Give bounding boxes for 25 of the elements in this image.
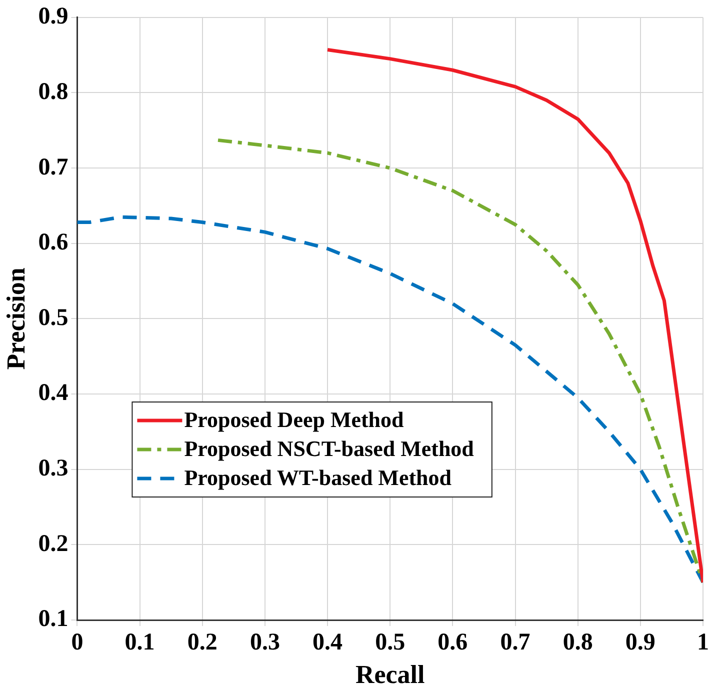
y-tick-label: 0.9 xyxy=(38,4,68,30)
x-tick-label: 0.6 xyxy=(438,630,468,656)
y-tick-label: 0.4 xyxy=(38,380,68,406)
legend-label: Proposed Deep Method xyxy=(184,407,404,432)
x-tick-label: 0.2 xyxy=(187,630,218,656)
y-axis-title: Precision xyxy=(1,267,30,370)
y-tick-label: 0.2 xyxy=(38,530,68,557)
y-tick-label: 0.1 xyxy=(38,606,68,632)
x-tick-label: 0.3 xyxy=(250,630,280,656)
x-tick-label: 0.9 xyxy=(625,630,656,656)
y-tick-label: 0.3 xyxy=(38,456,68,482)
y-tick-label: 0.8 xyxy=(38,78,68,105)
x-tick-label: 1 xyxy=(697,630,709,656)
x-tick-label: 0.4 xyxy=(312,630,343,656)
legend-label: Proposed WT-based Method xyxy=(184,465,452,490)
legend-label: Proposed NSCT-based Method xyxy=(184,436,474,462)
y-tick-label: 0.6 xyxy=(38,230,68,256)
x-tick-label: 0 xyxy=(71,630,84,656)
x-tick-label: 0.5 xyxy=(375,630,406,656)
x-axis-title: Recall xyxy=(355,660,425,690)
y-tick-label: 0.5 xyxy=(38,304,68,331)
x-tick-label: 0.7 xyxy=(500,630,530,656)
x-tick-label: 0.8 xyxy=(562,630,593,656)
x-tick-label: 0.1 xyxy=(124,630,155,656)
y-tick-label: 0.7 xyxy=(38,154,68,180)
